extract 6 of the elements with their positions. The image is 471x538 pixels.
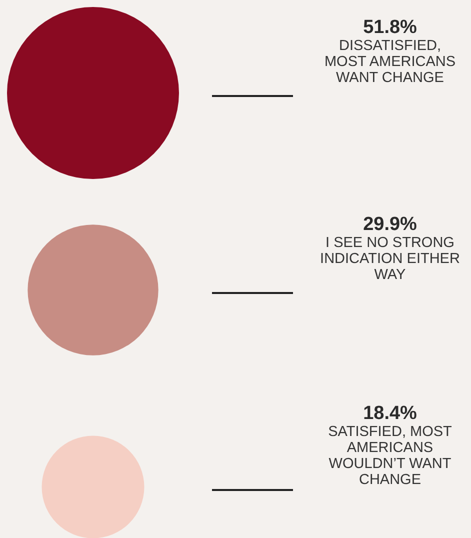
category-label: SATISFIED, MOST AMERICANS WOULDN’T WANT CHANGE xyxy=(328,424,452,488)
data-label: 18.4% xyxy=(363,403,418,424)
category-label: DISSATISFIED, MOST AMERICANS WANT CHANGE xyxy=(324,38,456,86)
category-label: I SEE NO STRONG INDICATION EITHER WAY xyxy=(320,235,460,283)
data-label: 51.8% xyxy=(363,17,418,38)
data-label: 29.9% xyxy=(363,214,418,235)
